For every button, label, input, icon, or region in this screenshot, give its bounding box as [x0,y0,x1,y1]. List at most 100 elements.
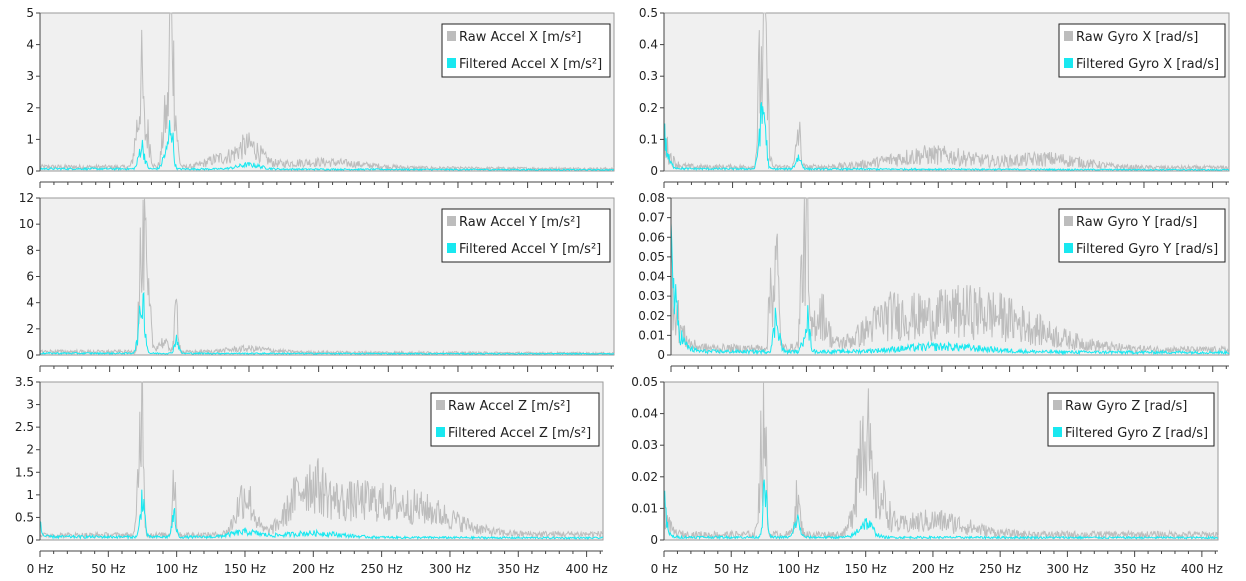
legend-box [1058,208,1226,263]
legend-label: Filtered Gyro X [rad/s] [1076,57,1219,72]
legend: Raw Accel Y [m/s²] Filtered Accel Y [m/s²… [441,208,611,263]
series-line-raw [663,381,1219,540]
y-tick-label: 0.06 [638,230,665,244]
x-tick-label: 100 Hz [156,562,198,576]
legend-label: Raw Accel Y [m/s²] [459,215,580,230]
legend-label: Raw Accel X [m/s²] [459,30,581,45]
legend-label: Raw Accel Z [m/s²] [448,399,570,414]
chart-gyro-y: 0 0.01 0.02 0.03 0.04 0.05 0.06 0.07 0.08 Raw Gyr… [638,191,1230,372]
y-tick-label: 0.5 [639,6,658,20]
y-tick-label: 0.3 [639,69,658,83]
legend-swatch [1064,31,1073,41]
y-tick-label: 0.4 [639,38,658,52]
x-tick-label: 50 Hz [91,562,125,576]
y-tick-label: 4 [26,296,34,310]
y-tick-label: 0.02 [638,309,665,323]
x-tick-label: 350 Hz [497,562,539,576]
y-tick-label: 2 [26,322,34,336]
legend: Raw Accel Z [m/s²] Filtered Accel Z [m/s²… [430,392,600,447]
y-tick-label: 0 [650,533,658,547]
legend-box [441,208,611,263]
x-tick-label: 100 Hz [777,562,819,576]
legend-label: Filtered Gyro Z [rad/s] [1065,426,1208,441]
y-tick-label: 0 [657,348,665,362]
legend-box [1047,392,1215,447]
chart-accel-y: 0 2 4 6 8 10 12 Raw Accel Y [m/s²] Filtered Acce… [19,191,615,372]
x-tick-label: 50 Hz [714,562,748,576]
legend-label: Raw Gyro Z [rad/s] [1065,399,1187,414]
y-tick-label: 0.04 [631,407,658,421]
y-tick-label: 0 [26,533,34,547]
y-tick-label: 0.05 [638,250,665,264]
legend-swatch [436,427,445,437]
x-tick-label: 200 Hz [292,562,334,576]
series-line-filtered [39,291,614,356]
y-tick-label: 0 [26,348,34,362]
y-tick-label: 0.5 [15,510,34,524]
y-tick-label: 0.05 [631,375,658,389]
x-tick-label: 300 Hz [429,562,471,576]
series-line-raw [39,381,604,540]
series-line-filtered [39,120,615,172]
legend-swatch [1053,400,1062,410]
series-line-filtered [39,489,604,541]
series-line-raw [663,12,1230,172]
legend-swatch [1064,58,1073,68]
x-tick-label: 200 Hz [912,562,954,576]
legend-swatch [436,400,445,410]
y-tick-label: 1.5 [15,465,34,479]
legend-swatch [1064,216,1073,226]
legend-box [441,23,611,78]
legend-box [1058,23,1226,78]
x-tick-label: 150 Hz [845,562,887,576]
y-tick-label: 4 [26,38,34,52]
y-tick-label: 1 [26,488,34,502]
y-tick-label: 0.04 [638,270,665,284]
y-tick-label: 10 [19,217,34,231]
y-tick-label: 0.03 [638,289,665,303]
x-tick-label: 300 Hz [1046,562,1088,576]
y-tick-label: 0.08 [638,191,665,205]
y-tick-label: 3 [26,69,34,83]
y-tick-label: 0 [26,164,34,178]
chart-accel-z: 0 0.5 1 1.5 2 2.5 3 3.5 0 Hz 50 Hz 100 Hz 150 Hz 200… [15,375,608,576]
chart-gyro-x: 0 0.1 0.2 0.3 0.4 0.5 Raw Gyro X [rad/s] Filter… [639,6,1230,188]
legend-swatch [1064,243,1073,253]
series-line-raw [39,12,615,172]
legend-swatch [447,243,456,253]
x-tick-label: 250 Hz [361,562,403,576]
legend-box [430,392,600,447]
legend-swatch [447,58,456,68]
x-tick-label: 250 Hz [979,562,1021,576]
legend-swatch [447,31,456,41]
y-tick-label: 0.03 [631,438,658,452]
y-tick-label: 0.07 [638,211,665,225]
legend: Raw Gyro Z [rad/s] Filtered Gyro Z [rad/s… [1047,392,1215,447]
x-tick-label: 400 Hz [1181,562,1223,576]
x-tick-label: 400 Hz [566,562,608,576]
x-tick-label: 350 Hz [1114,562,1156,576]
y-tick-label: 0.1 [639,132,658,146]
y-tick-label: 1 [26,132,34,146]
legend: Raw Accel X [m/s²] Filtered Accel X [m/s²… [441,23,611,78]
series-line-filtered [670,223,1230,356]
legend-label: Filtered Accel Z [m/s²] [448,426,591,441]
legend-label: Raw Gyro X [rad/s] [1076,30,1198,45]
x-tick-label: 0 Hz [651,562,678,576]
y-tick-label: 0.01 [631,501,658,515]
legend-label: Filtered Gyro Y [rad/s] [1076,242,1218,257]
legend-swatch [447,216,456,226]
legend-label: Filtered Accel Y [m/s²] [459,242,601,257]
y-tick-label: 3.5 [15,375,34,389]
y-tick-label: 0.02 [631,470,658,484]
y-tick-label: 12 [19,191,34,205]
legend-swatch [1053,427,1062,437]
y-tick-label: 0.2 [639,101,658,115]
legend-label: Raw Gyro Y [rad/s] [1076,215,1197,230]
y-tick-label: 2 [26,443,34,457]
legend-label: Filtered Accel X [m/s²] [459,57,602,72]
x-tick-label: 0 Hz [27,562,54,576]
y-tick-label: 6 [26,270,34,284]
